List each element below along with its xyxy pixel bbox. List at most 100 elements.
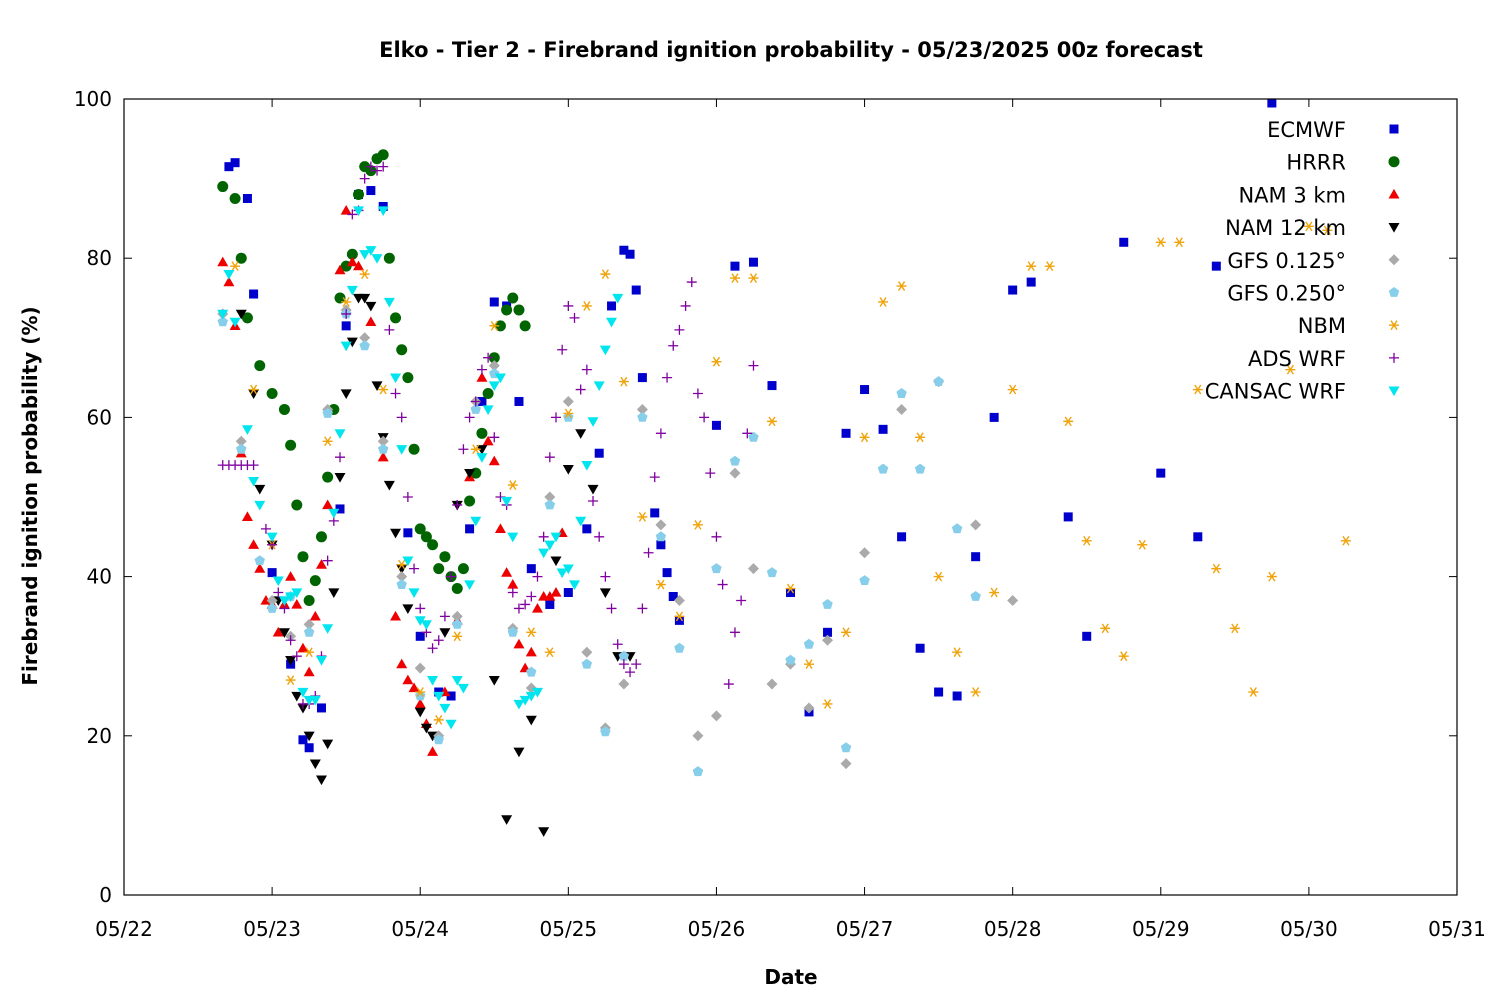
data-point [501,496,513,507]
axis-ticks: 05/22 05/23 05/24 05/25 05/26 05/27 05/28 05/29… [74,87,1486,941]
data-point [736,595,747,606]
data-point [637,512,648,522]
data-point [377,435,389,447]
data-point [692,388,703,399]
data-point [606,603,617,614]
data-point [452,631,463,642]
data-point [501,567,513,577]
data-point [766,567,778,578]
series-gfs-0-250- [217,308,981,777]
x-tick-label: 05/31 [1428,917,1486,941]
data-point [353,260,365,271]
data-point [538,827,550,837]
data-point [656,540,666,550]
data-point [662,372,673,383]
data-point [285,635,296,646]
data-point [951,523,963,534]
data-point [519,695,531,706]
data-point [359,340,370,351]
data-point [266,532,278,543]
series-ecmwf [224,98,1277,753]
data-point [446,691,456,701]
x-tick-label: 05/22 [95,917,153,941]
data-point [575,384,586,395]
data-point [531,602,543,613]
data-point [415,687,426,697]
x-tick-label: 05/28 [984,917,1042,941]
data-point [692,730,704,742]
data-point [242,194,252,203]
data-point [619,245,629,255]
data-point [822,599,833,609]
data-point [655,428,666,439]
data-point [414,523,426,535]
data-point [272,626,284,637]
data-point [896,388,907,398]
legend-marker [1389,124,1399,134]
data-point [1008,285,1018,295]
data-point [544,452,555,463]
data-point [383,252,395,264]
data-point [309,575,321,587]
data-point [371,254,383,264]
data-point [241,511,253,522]
data-points [217,98,1351,837]
data-point [315,559,327,569]
data-point [1026,261,1037,272]
data-point [377,451,389,462]
data-point [254,555,265,566]
data-point [513,699,525,710]
data-point [1082,631,1092,641]
data-point [1266,571,1277,582]
data-point [365,301,377,312]
data-point [476,445,488,455]
data-point [390,528,402,539]
data-point [970,519,982,531]
data-point [420,620,432,630]
data-point [489,432,500,443]
data-point [748,273,759,283]
data-point [582,524,592,534]
data-point [309,610,321,621]
data-point [346,256,358,267]
data-point [637,603,648,614]
data-point [372,165,383,176]
data-point [254,484,266,495]
data-point [507,579,519,589]
data-point [668,592,678,601]
chart-title: Elko - Tier 2 - Firebrand ignition proba… [379,38,1203,62]
series-ads-wrf [217,161,759,709]
data-point [383,480,395,491]
data-point [322,624,334,634]
data-point [489,320,500,331]
data-point [674,615,684,625]
data-point [563,588,573,598]
y-tick-label: 40 [87,565,112,589]
data-point [278,403,290,415]
data-point [606,317,618,328]
data-point [420,531,432,543]
data-point [482,435,494,446]
data-point [860,385,870,395]
data-point [711,563,722,574]
data-point [1156,468,1166,478]
data-point [588,495,599,506]
data-point [390,388,401,399]
data-point [989,412,999,422]
data-point [384,324,395,335]
data-point [655,579,666,590]
data-point [482,388,494,400]
data-point [278,628,290,638]
y-tick-label: 100 [74,87,112,111]
data-point [465,524,475,534]
data-point [952,647,963,658]
data-point [396,658,408,669]
data-point [1137,539,1148,550]
data-point [803,638,815,649]
data-point [303,594,315,606]
data-point [933,571,944,582]
data-point [748,360,759,371]
x-tick-label: 05/27 [836,917,894,941]
legend-marker [1389,320,1399,331]
data-point [575,516,587,527]
